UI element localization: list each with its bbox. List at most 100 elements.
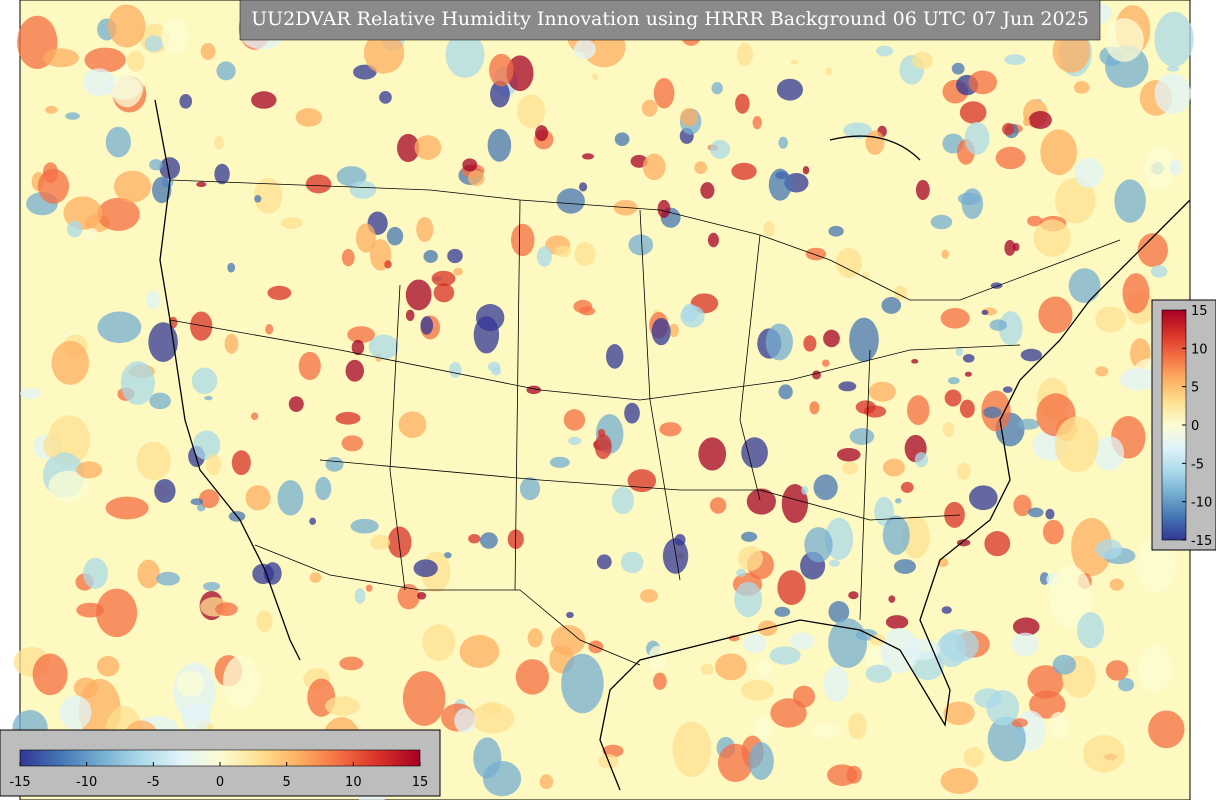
field-blob bbox=[1045, 508, 1055, 520]
field-blob bbox=[105, 126, 131, 158]
field-blob bbox=[179, 93, 193, 109]
tick-label: 10 bbox=[1191, 342, 1208, 357]
field-blob bbox=[453, 267, 463, 276]
field-blob bbox=[868, 381, 896, 402]
field-blob bbox=[903, 638, 940, 661]
field-blob bbox=[825, 67, 833, 76]
field-blob bbox=[1011, 632, 1039, 657]
field-blob bbox=[447, 248, 463, 264]
field-blob bbox=[473, 737, 502, 779]
field-blob bbox=[510, 223, 535, 257]
field-blob bbox=[1048, 711, 1069, 740]
field-blob bbox=[582, 153, 594, 160]
field-blob bbox=[1054, 416, 1099, 473]
field-blob bbox=[709, 497, 727, 514]
east-coast bbox=[679, 199, 1191, 727]
state-line bbox=[169, 319, 1021, 401]
field-blob bbox=[190, 311, 213, 341]
field-blob bbox=[955, 347, 964, 356]
field-blob bbox=[1095, 306, 1126, 333]
field-blob bbox=[823, 329, 840, 348]
field-blob bbox=[651, 317, 671, 346]
field-blob bbox=[594, 433, 612, 460]
field-blob bbox=[681, 303, 699, 323]
field-blob bbox=[740, 679, 774, 701]
field-blob bbox=[1040, 129, 1077, 176]
field-blob bbox=[606, 344, 624, 369]
field-blob bbox=[1093, 436, 1125, 471]
field-blob bbox=[568, 436, 582, 446]
field-blob bbox=[1119, 368, 1157, 391]
field-blob bbox=[517, 94, 546, 129]
field-blob bbox=[1020, 348, 1042, 362]
field-blob bbox=[983, 406, 1002, 419]
field-blob bbox=[790, 59, 798, 65]
field-blob bbox=[812, 723, 841, 739]
field-blob bbox=[1122, 273, 1150, 314]
field-blob bbox=[1042, 519, 1064, 545]
tick-label: 15 bbox=[1191, 304, 1208, 319]
field-blob bbox=[1143, 145, 1176, 191]
field-blob bbox=[487, 128, 512, 162]
field-blob bbox=[849, 317, 879, 362]
field-blob bbox=[940, 767, 978, 794]
field-blob bbox=[694, 161, 708, 175]
tick-label: -5 bbox=[147, 775, 160, 790]
field-blob bbox=[715, 653, 747, 681]
field-blob bbox=[365, 584, 373, 592]
field-blob bbox=[648, 645, 667, 671]
field-blob bbox=[349, 180, 377, 199]
field-blob bbox=[962, 353, 975, 363]
field-blob bbox=[876, 45, 894, 57]
field-blob bbox=[1038, 296, 1073, 334]
tick-label: -5 bbox=[1191, 457, 1204, 472]
field-blob bbox=[838, 381, 857, 392]
field-blob bbox=[59, 695, 92, 730]
field-blob bbox=[846, 765, 862, 784]
field-blob bbox=[339, 656, 364, 671]
field-blob bbox=[961, 188, 984, 220]
field-blob bbox=[602, 744, 624, 758]
field-blob bbox=[881, 296, 902, 314]
field-blob bbox=[1068, 268, 1101, 304]
field-blob bbox=[888, 595, 896, 603]
field-blob bbox=[628, 234, 654, 256]
field-blob bbox=[445, 31, 485, 78]
field-blob bbox=[987, 716, 1026, 762]
field-blob bbox=[741, 437, 768, 469]
field-blob bbox=[998, 311, 1023, 346]
field-blob bbox=[161, 17, 189, 53]
field-blob bbox=[756, 659, 772, 679]
field-blob bbox=[848, 712, 867, 740]
field-blob bbox=[256, 610, 273, 633]
field-blob bbox=[639, 589, 658, 603]
field-blob bbox=[159, 157, 181, 180]
field-blob bbox=[149, 392, 171, 410]
field-blob bbox=[940, 307, 970, 329]
field-blob bbox=[536, 246, 552, 267]
field-blob bbox=[288, 396, 304, 412]
field-blob bbox=[813, 474, 838, 501]
field-blob bbox=[379, 90, 392, 104]
field-blob bbox=[325, 696, 360, 716]
field-blob bbox=[414, 135, 442, 160]
field-blob bbox=[1077, 612, 1105, 649]
field-blob bbox=[947, 377, 960, 385]
field-blob bbox=[251, 91, 277, 109]
field-blob bbox=[707, 232, 719, 248]
field-blob bbox=[768, 168, 792, 201]
field-blob bbox=[196, 181, 207, 188]
field-blob bbox=[1029, 690, 1066, 719]
field-blob bbox=[1017, 418, 1040, 430]
field-blob bbox=[829, 559, 840, 567]
field-blob bbox=[989, 319, 1007, 331]
field-blob bbox=[491, 366, 501, 376]
hudson-bay bbox=[829, 135, 921, 161]
field-blob bbox=[386, 226, 404, 246]
field-blob bbox=[216, 61, 236, 81]
field-blob bbox=[265, 323, 274, 335]
field-blob bbox=[347, 326, 375, 344]
field-blob bbox=[700, 663, 714, 676]
field-blob bbox=[662, 538, 689, 574]
field-blob bbox=[770, 698, 807, 728]
